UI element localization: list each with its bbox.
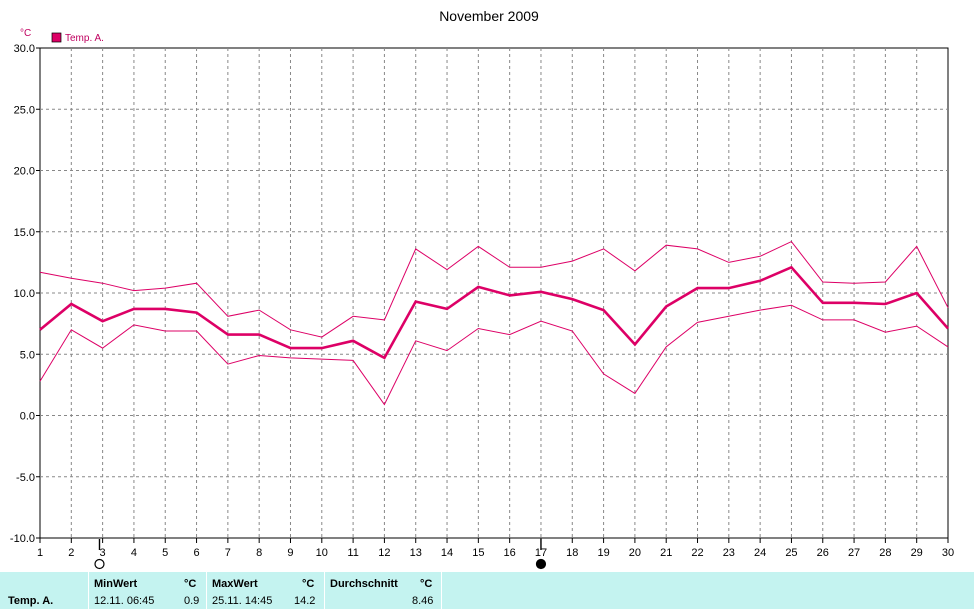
x-tick-label: 3 — [100, 547, 106, 559]
min-label: MinWert — [94, 578, 138, 590]
x-tick-label: 7 — [225, 547, 231, 559]
axes: -10.0-5.00.05.010.015.020.025.030.01 2 3 4 5… — [10, 43, 954, 559]
new-moon-icon — [94, 558, 105, 570]
stats-divider — [324, 572, 325, 609]
max-time: 25.11. 14:45 — [212, 595, 273, 607]
y-tick-label: -5.0 — [16, 472, 35, 484]
y-tick-label: 15.0 — [14, 227, 35, 239]
x-tick-label: 17 — [535, 547, 547, 559]
stats-divider — [206, 572, 207, 609]
full-moon-icon — [535, 558, 547, 570]
plot-area — [39, 47, 949, 539]
x-tick-label: 24 — [754, 547, 766, 559]
y-tick-label: 5.0 — [20, 349, 35, 361]
x-tick-label: 28 — [879, 547, 891, 559]
y-tick-label: 25.0 — [14, 104, 35, 116]
x-tick-label: 5 — [162, 547, 168, 559]
y-unit-label: °C — [20, 28, 31, 39]
x-tick-label: 4 — [131, 547, 137, 559]
legend-swatch — [51, 32, 62, 43]
x-tick-label: 16 — [504, 547, 516, 559]
moon-markers — [94, 539, 547, 570]
x-tick-label: 13 — [410, 547, 422, 559]
x-tick-label: 6 — [193, 547, 199, 559]
x-tick-label: 29 — [911, 547, 923, 559]
x-tick-label: 14 — [441, 547, 453, 559]
x-tick-label: 25 — [785, 547, 797, 559]
x-tick-label: 27 — [848, 547, 860, 559]
legend: Temp. A. — [51, 32, 104, 44]
avg-value: 8.46 — [412, 595, 434, 607]
max-value: 14.2 — [294, 595, 316, 607]
series-line-average — [39, 265, 949, 360]
avg-unit: °C — [420, 578, 433, 590]
avg-label: Durchschnitt — [330, 578, 398, 590]
temperature-chart: November 2009 °C Temp. A. -10.0 -5.0 0.0 5.… — [10, 8, 954, 570]
min-unit: °C — [184, 578, 197, 590]
series-line-min — [39, 304, 949, 406]
x-tick-label: 22 — [691, 547, 703, 559]
max-label: MaxWert — [212, 578, 258, 590]
x-tick-label: 11 — [347, 547, 358, 559]
y-tick-label: 0.0 — [20, 411, 35, 423]
y-tick-label: 20.0 — [14, 166, 35, 178]
stats-divider — [441, 572, 442, 609]
x-tick-label: 15 — [472, 547, 484, 559]
x-tick-label: 21 — [660, 547, 672, 559]
chart-title: November 2009 — [439, 8, 539, 24]
max-unit: °C — [302, 578, 315, 590]
y-tick-label: 10.0 — [14, 288, 35, 300]
x-tick-label: 8 — [256, 547, 262, 559]
y-tick-label: -10.0 — [10, 533, 35, 545]
x-tick-label: 1 — [37, 547, 43, 559]
x-tick-label: 18 — [566, 547, 578, 559]
x-tick-label: 26 — [817, 547, 829, 559]
stats-series-name: Temp. A. — [8, 595, 54, 607]
y-tick-label: 30.0 — [14, 43, 35, 55]
series — [39, 240, 949, 406]
x-tick-label: 23 — [723, 547, 735, 559]
x-tick-label: 9 — [287, 547, 293, 559]
stats-divider — [88, 572, 89, 609]
min-time: 12.11. 06:45 — [94, 595, 155, 607]
x-tick-label: 30 — [942, 547, 954, 559]
statistics-bar: Temp. A. MinWert °C 12.11. 06:45 0.9 Max… — [0, 572, 974, 609]
legend-label: Temp. A. — [65, 33, 104, 44]
series-line-max — [39, 240, 949, 338]
x-tick-label: 19 — [597, 547, 609, 559]
x-tick-label: 20 — [629, 547, 641, 559]
x-tick-label: 10 — [316, 547, 328, 559]
min-value: 0.9 — [184, 595, 200, 607]
grid — [40, 48, 948, 538]
x-tick-label: 2 — [68, 547, 74, 559]
x-tick-label: 12 — [378, 547, 390, 559]
